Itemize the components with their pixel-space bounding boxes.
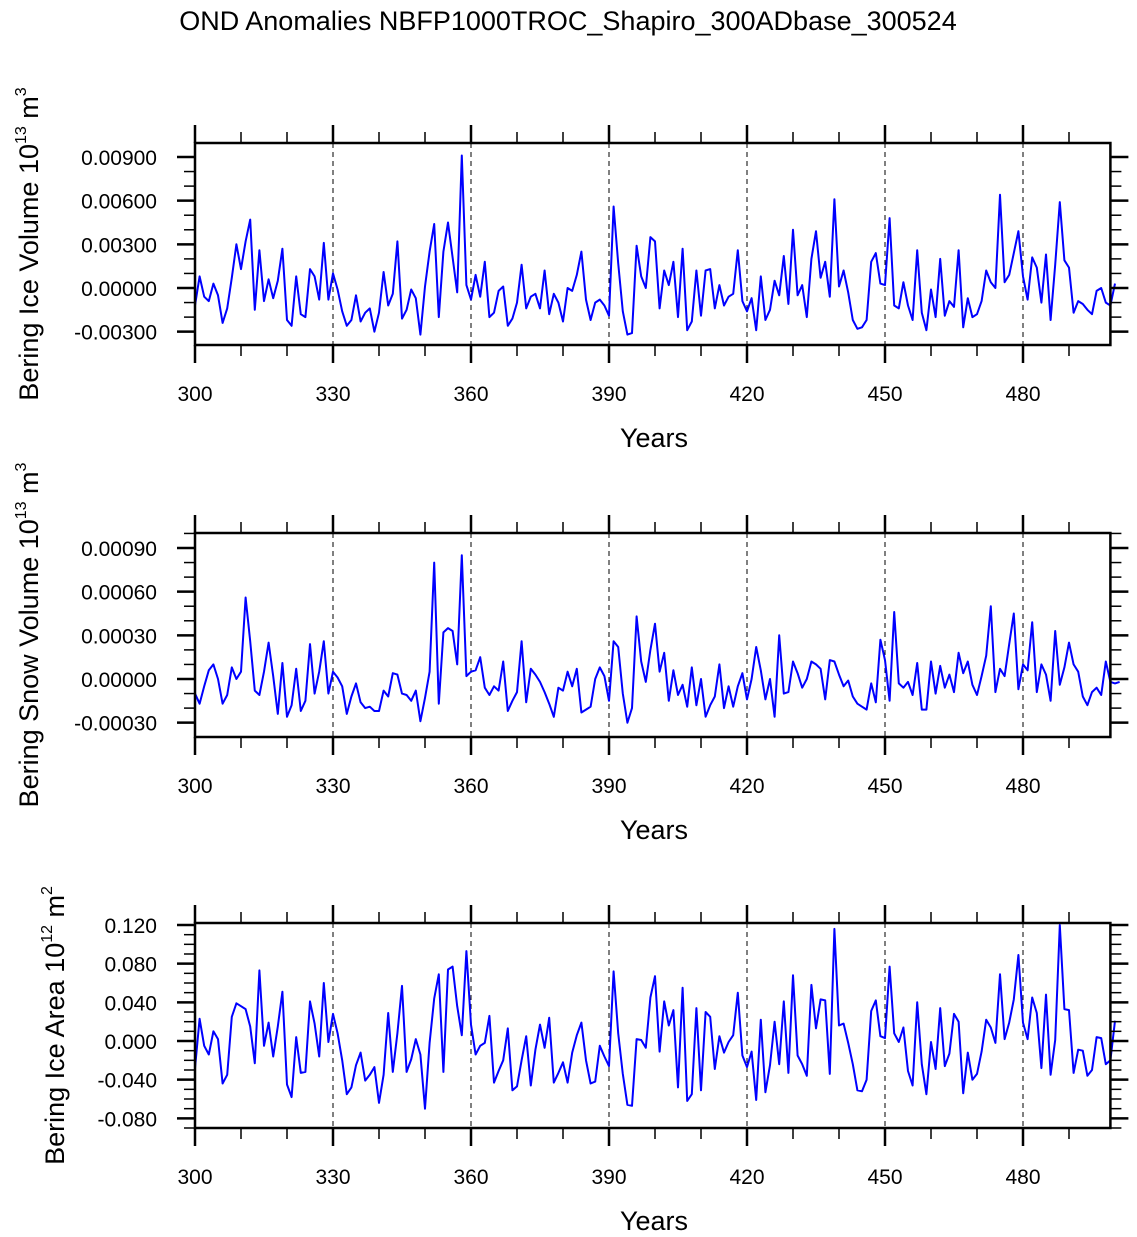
- chart-title: OND Anomalies NBFP1000TROC_Shapiro_300AD…: [179, 6, 956, 36]
- y-axis-title-unit-exponent: 3: [13, 462, 30, 471]
- y-axis-title-unit: m: [40, 895, 70, 925]
- y-tick-label: 0.00060: [81, 582, 157, 605]
- x-tick-label: 300: [177, 383, 212, 406]
- y-tick-label: -0.080: [97, 1108, 157, 1131]
- x-tick-label: 450: [867, 383, 902, 406]
- plot-frame: [193, 921, 1112, 1130]
- x-tick-label: 300: [177, 775, 212, 798]
- y-axis-title-main: Bering Ice Area 10: [40, 943, 70, 1165]
- y-tick-label: 0.00600: [81, 191, 157, 214]
- y-axis-title-exponent: 13: [13, 126, 30, 144]
- y-axis-title-main: Bering Snow Volume 10: [14, 519, 44, 807]
- x-tick-label: 300: [177, 1166, 212, 1189]
- y-tick-label: 0.00300: [81, 234, 157, 257]
- panel-2: 300 330 360 390 420 450 480 Years -0.00030 0.0000…: [13, 462, 1129, 845]
- panel-3: 300 330 360 390 420 450 480 Years -0.080 -0.040 0.…: [39, 886, 1129, 1236]
- x-tick-label: 390: [591, 1166, 626, 1189]
- y-tick-label: 0.00030: [81, 625, 157, 648]
- y-axis-title-unit-exponent: 2: [39, 886, 56, 895]
- y-axis-title-unit: m: [14, 471, 44, 501]
- y-tick-label: 0.00900: [81, 147, 157, 170]
- y-axis-title: Bering Ice Area 1012 m2: [39, 886, 70, 1165]
- y-axis-title-exponent: 12: [39, 925, 56, 943]
- x-tick-label: 390: [591, 383, 626, 406]
- y-tick-label: -0.00300: [74, 322, 157, 345]
- x-tick-label: 480: [1005, 383, 1040, 406]
- x-axis-title: Years: [620, 423, 688, 453]
- plot-frame: [193, 141, 1112, 347]
- x-tick-label: 330: [315, 383, 350, 406]
- x-tick-label: 420: [729, 1166, 764, 1189]
- x-tick-label: 360: [453, 1166, 488, 1189]
- x-axis-title: Years: [620, 1206, 688, 1236]
- y-tick-label: 0.080: [104, 954, 157, 977]
- x-tick-label: 420: [729, 383, 764, 406]
- x-tick-label: 390: [591, 775, 626, 798]
- y-tick-label: 0.120: [104, 915, 157, 938]
- x-tick-label: 450: [867, 775, 902, 798]
- x-tick-label: 330: [315, 1166, 350, 1189]
- panel-1: 300 330 360 390 420 450 480 Years -0.00300 0.0000…: [13, 87, 1129, 453]
- y-tick-label: 0.00090: [81, 538, 157, 561]
- x-tick-label: 480: [1005, 775, 1040, 798]
- x-tick-label: 420: [729, 775, 764, 798]
- series-line: [194, 924, 1116, 1110]
- x-tick-label: 360: [453, 383, 488, 406]
- y-tick-label: 0.040: [104, 992, 157, 1015]
- y-axis-title-unit-exponent: 3: [13, 87, 30, 96]
- series-line: [194, 554, 1120, 724]
- y-axis-title: Bering Ice Volume 1013 m3: [13, 87, 44, 400]
- y-axis-title-main: Bering Ice Volume 10: [14, 144, 44, 401]
- x-axis-title: Years: [620, 815, 688, 845]
- x-tick-label: 480: [1005, 1166, 1040, 1189]
- x-tick-label: 360: [453, 775, 488, 798]
- y-tick-label: 0.00000: [81, 669, 157, 692]
- y-tick-label: -0.040: [97, 1070, 157, 1093]
- y-tick-label: -0.00030: [74, 713, 157, 736]
- y-axis-title: Bering Snow Volume 1013 m3: [13, 462, 44, 807]
- series-line: [194, 154, 1116, 336]
- y-tick-label: 0.000: [104, 1031, 157, 1054]
- x-tick-label: 450: [867, 1166, 902, 1189]
- y-tick-label: 0.00000: [81, 278, 157, 301]
- y-axis-title-unit: m: [14, 96, 44, 126]
- y-axis-title-exponent: 13: [13, 501, 30, 519]
- x-tick-label: 330: [315, 775, 350, 798]
